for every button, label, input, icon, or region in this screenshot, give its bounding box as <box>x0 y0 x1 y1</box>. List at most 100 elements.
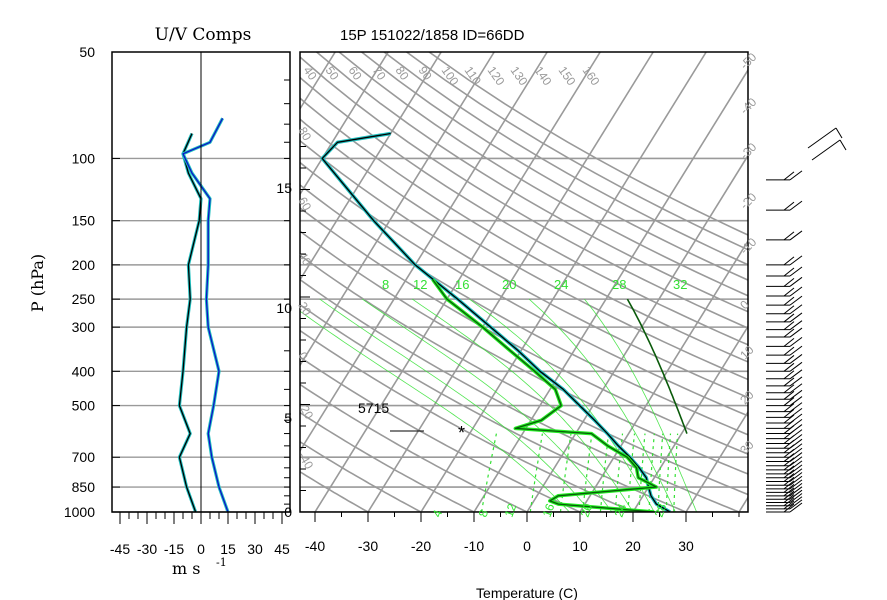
wind-barb-flag <box>789 502 803 513</box>
wind-barb-flag <box>783 370 795 380</box>
isotherm <box>300 52 336 111</box>
wind-barb-upper <box>811 139 841 161</box>
wind-barb-flag <box>789 304 803 315</box>
left-edge-label: 60 <box>295 195 314 214</box>
sounding-profiles <box>320 131 688 512</box>
dry-adiabat-label: 60 <box>346 64 365 83</box>
mixing-ratio-label-bottom: 24 <box>612 501 630 519</box>
uv-xtick-label: 45 <box>274 541 290 557</box>
uv-ytick-label: 850 <box>72 479 96 495</box>
dry-adiabat-label: 70 <box>370 64 389 83</box>
wind-barb-flag <box>789 266 803 277</box>
isotherm <box>473 68 748 512</box>
temp-xtick-label: -30 <box>358 538 378 554</box>
dry-adiabat-label: 160 <box>580 64 603 89</box>
wind-barb-flag <box>783 201 795 211</box>
wind-barb-flag <box>783 457 795 467</box>
temp-xtick-label: 0 <box>523 538 531 554</box>
dry-adiabat-label: 100 <box>439 64 462 89</box>
isotherm <box>526 154 748 512</box>
wind-barb-upper-flag <box>839 139 847 151</box>
uv-ytick-label: 100 <box>72 150 96 166</box>
wind-barb-flag <box>783 337 795 347</box>
wind-barb-flag <box>783 362 795 372</box>
wind-barb-flag <box>789 230 803 241</box>
uv-xlabel-exponent: -1 <box>216 556 227 569</box>
mixing-ratio-label: 12 <box>413 277 427 292</box>
mixing-ratio-label-bottom: 4 <box>430 508 446 519</box>
wind-barb-flag <box>783 461 795 471</box>
wind-barb-flag <box>783 469 795 479</box>
wind-barb-flag <box>783 305 795 315</box>
wind-barb-flag <box>783 419 795 429</box>
wind-barb-flag <box>783 430 795 439</box>
mixing-ratio-label: 8 <box>382 277 389 292</box>
dry-adiabat <box>300 230 748 475</box>
wind-barb-flag <box>789 312 803 323</box>
wind-barb-flag <box>789 170 803 181</box>
moist-adiabat <box>300 310 570 512</box>
skewt-title: 15P 151022/1858 ID=66DD <box>340 27 525 44</box>
wind-barb-flag <box>789 354 803 364</box>
left-edge-label: -20 <box>295 400 316 422</box>
isotherm <box>367 52 654 512</box>
temp-xtick-label: 30 <box>678 538 694 554</box>
wind-barb-flag <box>789 486 803 497</box>
height-tick-label: 15 <box>276 180 292 196</box>
wind-barb-flag <box>783 435 795 444</box>
dry-adiabat <box>300 206 748 455</box>
wind-barb-flag <box>783 444 795 454</box>
skewed-isotherms <box>300 52 748 512</box>
wind-barb-flag <box>789 295 803 306</box>
wind-barb-flag <box>783 277 795 287</box>
wind-barb-flag <box>789 489 803 500</box>
isotherm <box>300 52 442 282</box>
wind-barb-flag <box>783 408 795 418</box>
wind-barb-flag <box>789 402 803 412</box>
mixing-ratio-label: 20 <box>502 277 516 292</box>
wind-barb-upper <box>807 127 837 149</box>
dry-adiabat-label: 140 <box>532 64 555 89</box>
dry-adiabat <box>300 118 748 381</box>
uv-xtick-label: 30 <box>247 541 263 557</box>
isotherm <box>314 52 601 512</box>
wind-barb-flag <box>789 460 803 471</box>
wind-barb-flag <box>789 452 803 462</box>
wind-barb-flag <box>783 503 795 513</box>
wind-barb-flag <box>783 497 795 507</box>
wind-barb-flag <box>789 327 803 338</box>
uv-xtick-label: 0 <box>197 541 205 557</box>
wind-barb-flag <box>783 494 795 503</box>
wind-barb-flag <box>789 479 803 490</box>
wind-barb-flag <box>789 286 803 297</box>
wind-barb-flag <box>783 490 795 500</box>
wind-barb-flag <box>783 453 795 462</box>
isotherm <box>300 52 495 367</box>
wind-barb-flag <box>783 231 795 241</box>
moist-adiabat <box>584 298 697 512</box>
skewt-frame <box>299 51 749 513</box>
wind-barb-flag <box>783 500 795 510</box>
dry-adiabat <box>300 278 742 512</box>
wind-barb-flag <box>789 345 803 356</box>
temp-xtick-label: -40 <box>305 538 325 554</box>
wind-barb-flag <box>783 487 795 497</box>
wind-barb-flag <box>789 320 803 331</box>
right-edge-label: 20 <box>737 388 757 408</box>
wind-barb-flag <box>783 267 795 277</box>
wind-barb-flag <box>783 414 795 424</box>
moist-adiabat <box>528 298 676 512</box>
dry-adiabat <box>300 161 748 417</box>
dry-adiabat-label: 110 <box>462 64 485 88</box>
wind-barb-flag <box>789 499 803 510</box>
uv-xtick-label: -30 <box>137 541 157 557</box>
dry-adiabat <box>300 254 748 496</box>
wind-barb-flag <box>783 384 795 394</box>
uv-title: U/V Comps <box>155 25 252 45</box>
mixing-ratio-lines <box>480 433 679 512</box>
wind-barb-flag <box>789 361 803 372</box>
wind-barb-flag <box>789 456 803 467</box>
right-edge-label: -50 <box>737 50 759 72</box>
uv-ytick-label: 400 <box>72 363 96 379</box>
wind-barb-flag <box>783 287 795 297</box>
